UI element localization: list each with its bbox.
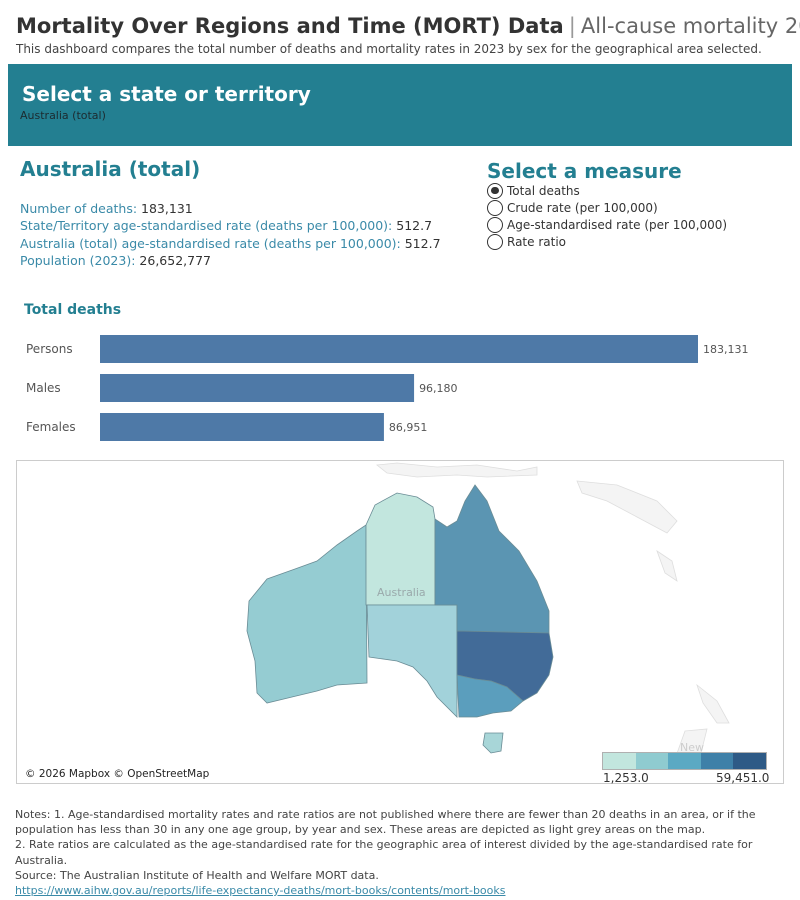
legend-swatch <box>603 753 636 769</box>
bar-category-label: Persons <box>26 342 73 356</box>
measure-option-label: Crude rate (per 100,000) <box>507 200 658 215</box>
bar-females[interactable] <box>100 413 384 441</box>
state-selector-title: Select a state or territory <box>22 82 311 106</box>
map-region-tas <box>482 732 504 754</box>
stat-label: State/Territory age-standardised rate (d… <box>20 218 393 234</box>
measure-option-label: Age-standardised rate (per 100,000) <box>507 217 728 232</box>
measure-option-crude-rate[interactable]: Crude rate (per 100,000) <box>487 199 727 216</box>
bar-category-label: Females <box>26 420 76 434</box>
stat-value: 26,652,777 <box>139 252 211 268</box>
stat-label: Population (2023): <box>20 252 136 268</box>
note-source: Source: The Australian Institute of Heal… <box>15 868 379 882</box>
stat-label: Number of deaths: <box>20 201 138 216</box>
map-region-wa <box>246 524 368 704</box>
dashboard-title: Mortality Over Regions and Time (MORT) D… <box>16 14 800 38</box>
region-stats: Number of deaths: 183,131 State/Territor… <box>20 200 441 269</box>
legend-swatch <box>733 753 766 769</box>
stat-row-state-rate: State/Territory age-standardised rate (d… <box>20 217 441 234</box>
measure-title: Select a measure <box>487 159 682 183</box>
measure-option-label: Rate ratio <box>507 234 566 249</box>
title-main: Mortality Over Regions and Time (MORT) D… <box>16 14 564 38</box>
map-label-australia: Australia <box>377 586 426 599</box>
map-canvas[interactable] <box>17 461 784 784</box>
stat-row-australia-rate: Australia (total) age-standardised rate … <box>20 235 441 252</box>
measure-option-total-deaths[interactable]: Total deaths <box>487 182 727 199</box>
map-land-indonesia <box>375 462 538 478</box>
stat-row-population: Population (2023): 26,652,777 <box>20 252 441 269</box>
map-region-vic <box>456 674 524 718</box>
note-2: 2. Rate ratios are calculated as the age… <box>15 838 753 867</box>
dashboard-description: This dashboard compares the total number… <box>16 42 762 56</box>
bar-value-label: 96,180 <box>419 382 458 395</box>
title-subtitle: All-cause mortality 2023 <box>580 14 800 38</box>
bar-category-label: Males <box>26 381 61 395</box>
stat-label: Australia (total) age-standardised rate … <box>20 235 401 251</box>
legend-swatch <box>635 753 669 769</box>
radio-button[interactable] <box>487 216 503 233</box>
radio-button[interactable] <box>487 233 503 250</box>
legend-title: New <box>680 741 704 754</box>
legend-min-value: 1,253.0 <box>603 771 649 785</box>
stat-value: 512.7 <box>404 235 441 251</box>
legend-swatch <box>700 753 734 769</box>
notes-section: Notes: 1. Age-standardised mortality rat… <box>15 807 790 898</box>
stat-value: 183,131 <box>141 201 193 216</box>
bar-value-label: 86,951 <box>389 421 428 434</box>
source-link[interactable]: https://www.aihw.gov.au/reports/life-exp… <box>15 884 506 898</box>
region-title: Australia (total) <box>20 157 201 181</box>
measure-option-age-standardised-rate[interactable]: Age-standardised rate (per 100,000) <box>487 216 727 233</box>
stat-value: 512.7 <box>396 218 433 234</box>
map-land-islands <box>656 549 678 582</box>
measure-option-rate-ratio[interactable]: Rate ratio <box>487 233 727 250</box>
bar-persons[interactable] <box>100 335 698 363</box>
map-region-sa <box>366 604 458 718</box>
map-region-qld <box>434 484 550 634</box>
measure-radio-group: Total deaths Crude rate (per 100,000) Ag… <box>487 182 727 250</box>
bar-chart-title: Total deaths <box>24 302 122 318</box>
bar-value-label: 183,131 <box>703 343 749 356</box>
map-land-png <box>576 480 678 534</box>
bar-males[interactable] <box>100 374 415 402</box>
map-color-legend <box>602 752 767 770</box>
radio-button[interactable] <box>487 199 503 216</box>
state-selector-banner: Select a state or territory Australia (t… <box>8 64 792 146</box>
radio-button[interactable] <box>487 182 503 199</box>
title-separator: | <box>568 14 576 38</box>
legend-max-value: 59,451.0 <box>716 771 770 785</box>
stat-row-deaths: Number of deaths: 183,131 <box>20 200 441 217</box>
state-selector-value[interactable]: Australia (total) <box>20 109 106 122</box>
note-1: Notes: 1. Age-standardised mortality rat… <box>15 808 756 837</box>
measure-option-label: Total deaths <box>507 183 580 198</box>
legend-swatch <box>668 753 701 769</box>
total-deaths-bar-chart: Persons 183,131 Males 96,180 Females 86,951 <box>26 335 749 441</box>
australia-map[interactable]: Australia © 2026 Mapbox © OpenStreetMap <box>16 460 784 784</box>
map-attribution[interactable]: © 2026 Mapbox © OpenStreetMap <box>25 768 210 780</box>
